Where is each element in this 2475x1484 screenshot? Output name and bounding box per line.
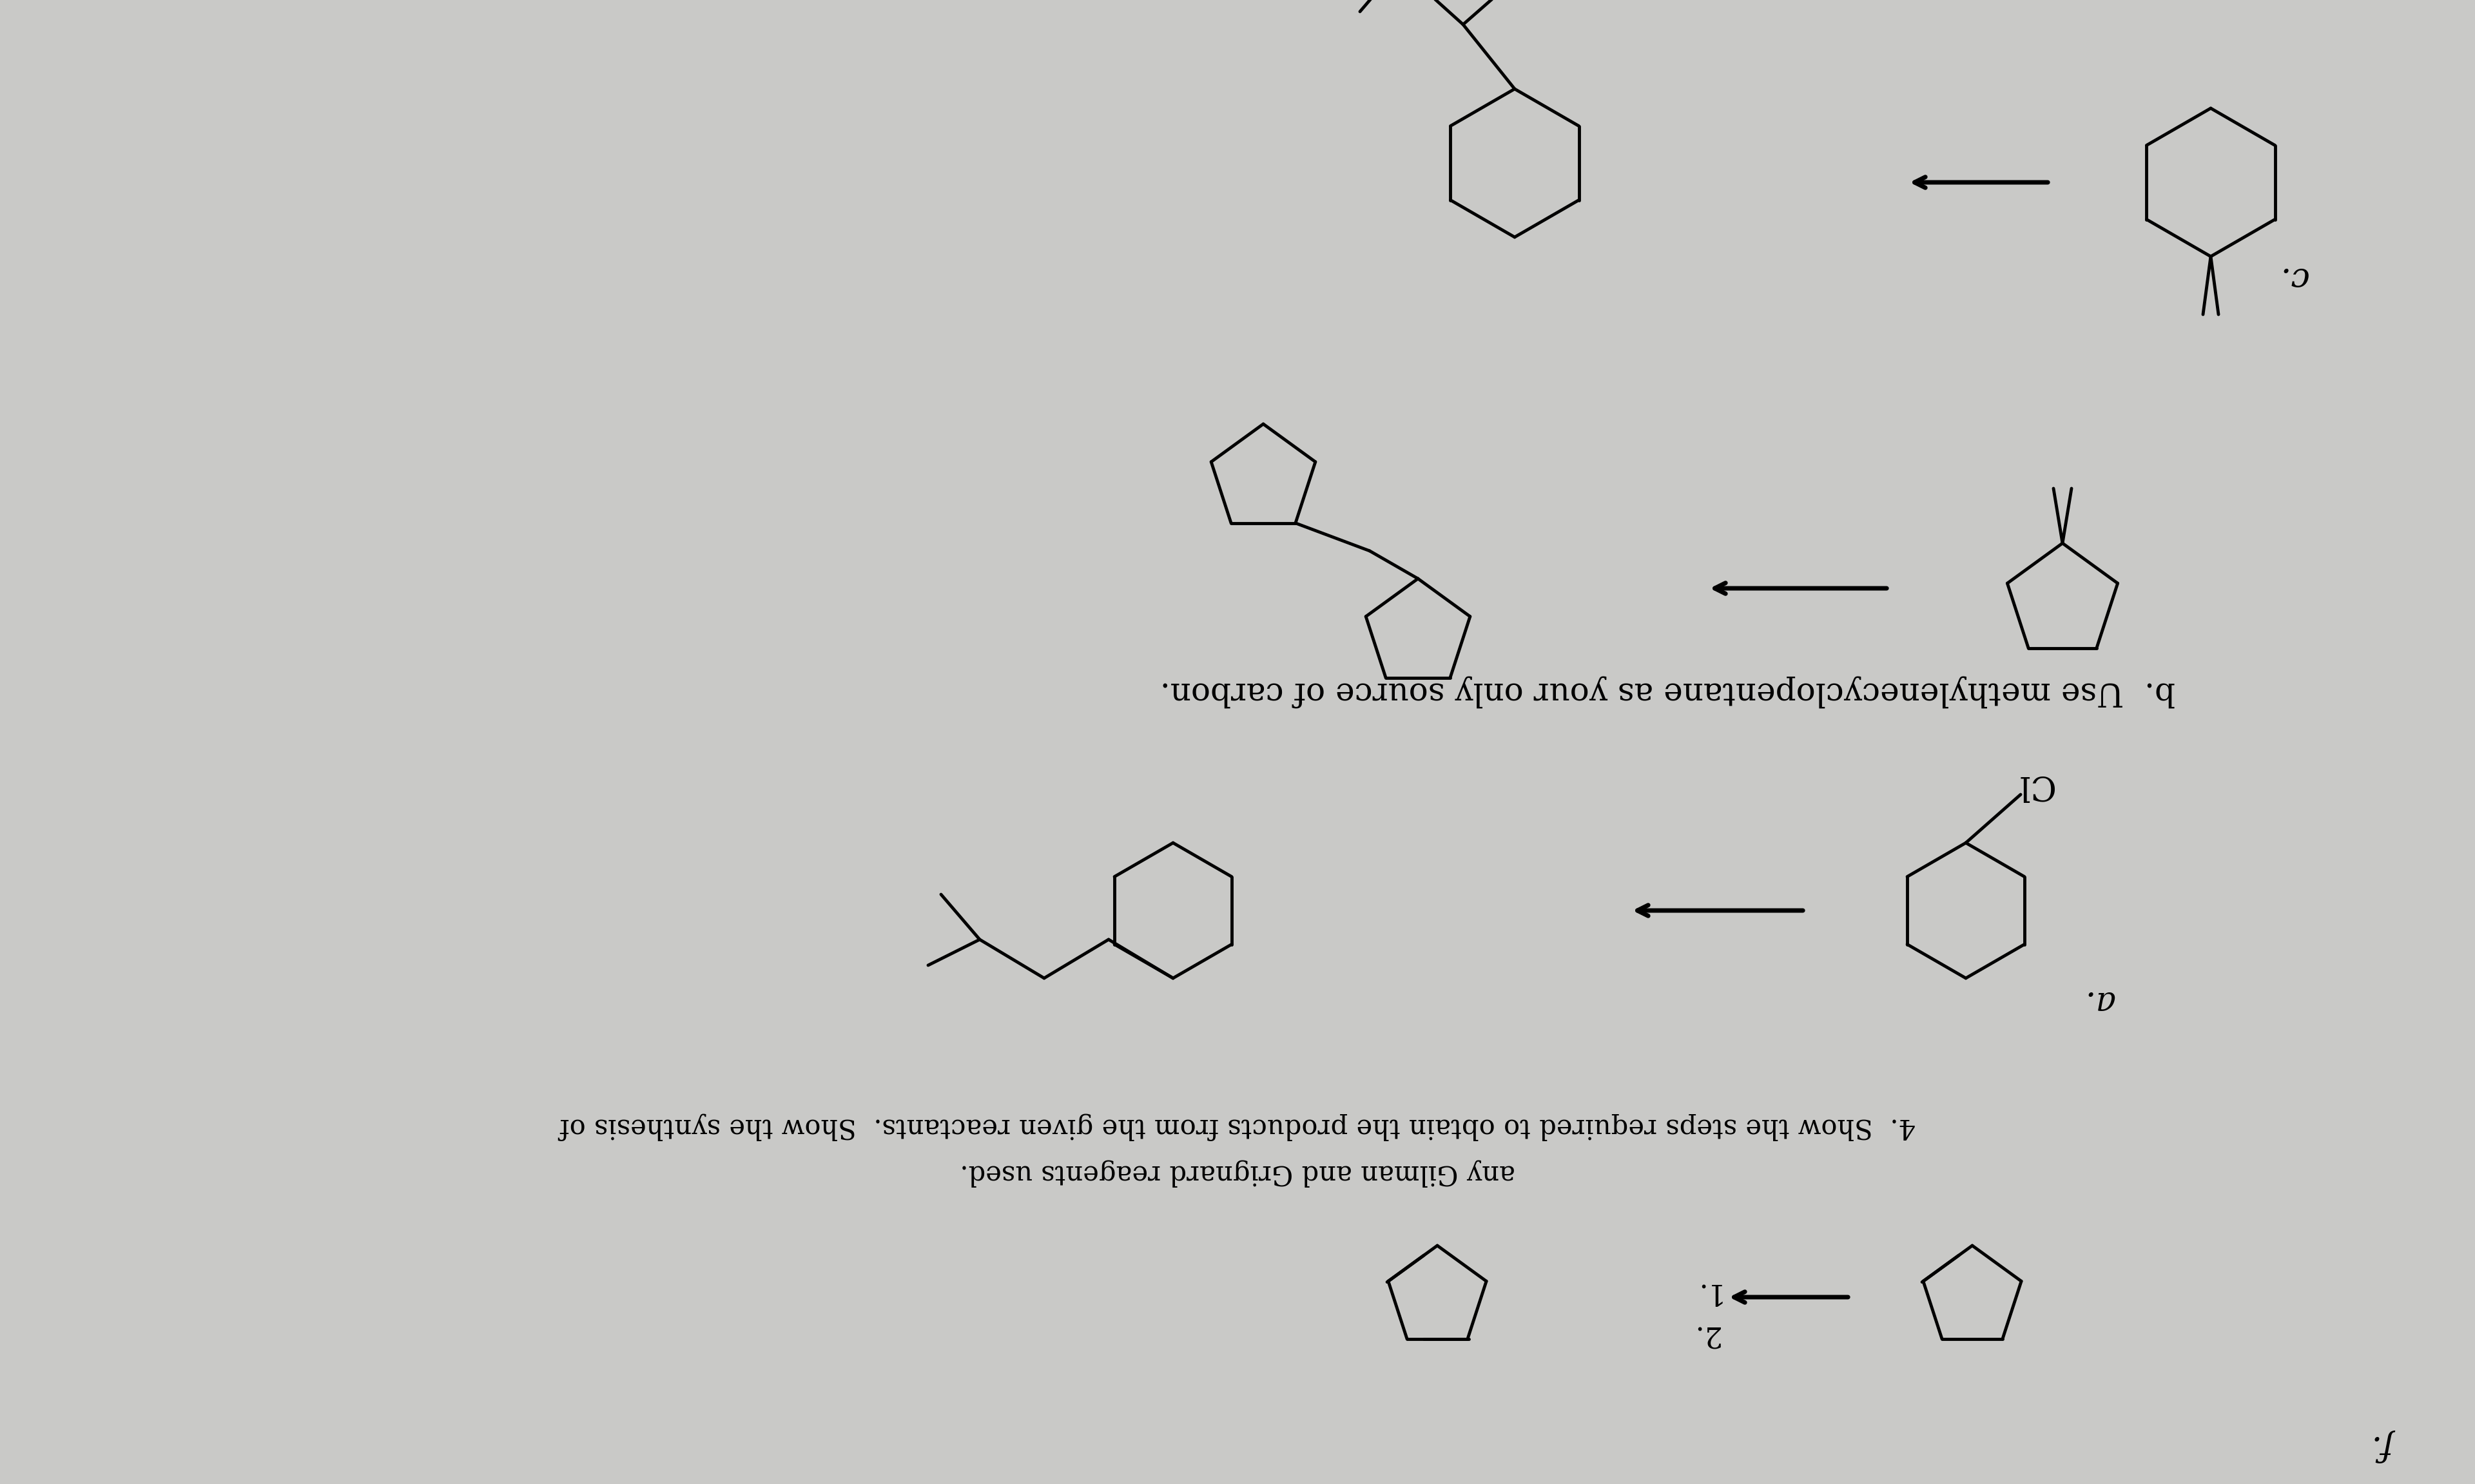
- Text: any Gilman and Grignard reagents used.: any Gilman and Grignard reagents used.: [960, 1159, 1515, 1187]
- Text: c.: c.: [2277, 261, 2307, 294]
- Text: 4.  Show the steps required to obtain the products from the given reactants.  Sh: 4. Show the steps required to obtain the…: [559, 1113, 1916, 1140]
- Text: Cl: Cl: [2017, 769, 2052, 801]
- Text: b.  Use methylenecyclopentane as your only source of carbon.: b. Use methylenecyclopentane as your onl…: [1161, 675, 2176, 708]
- Text: f.: f.: [2376, 1429, 2398, 1462]
- Text: a.: a.: [2084, 984, 2114, 1017]
- Text: 2.: 2.: [1693, 1319, 1720, 1347]
- Text: 1.: 1.: [1693, 1278, 1720, 1306]
